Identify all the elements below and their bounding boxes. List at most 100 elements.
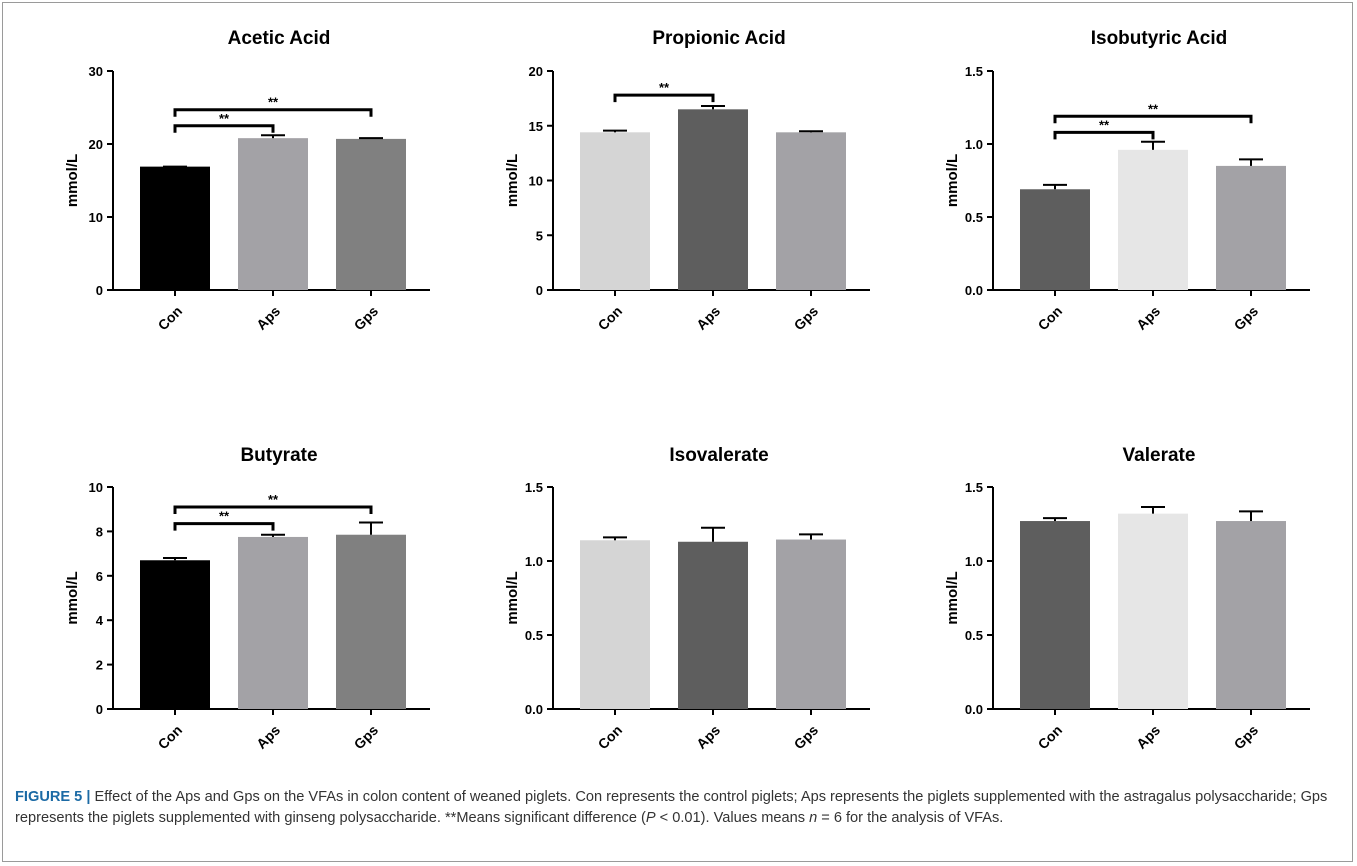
caption-text-3: = 6 for the analysis of VFAs. xyxy=(817,810,1004,826)
chart-svg: Propionic Acid mmol/L 0 5 10 15 20 Con Aps Gps ** xyxy=(504,28,870,334)
y-tick-label: 1.5 xyxy=(525,480,543,495)
y-tick-label: 0.5 xyxy=(965,628,983,643)
x-tick-label: Con xyxy=(155,722,186,753)
bar xyxy=(1216,521,1286,709)
x-tick-label: Gps xyxy=(351,303,382,334)
x-tick-label: Aps xyxy=(253,722,283,752)
caption-n-symbol: n xyxy=(809,810,818,826)
significance-bracket xyxy=(173,522,275,531)
chart-title: Butyrate xyxy=(240,445,317,466)
y-tick-label: 0 xyxy=(96,702,103,717)
panel-butyrate: Butyrate mmol/L 0 2 4 6 8 10 Con Aps Gps ** ** xyxy=(3,421,443,781)
significance-label: ** xyxy=(268,492,279,507)
significance-bracket xyxy=(173,124,275,133)
chart-svg: Isobutyric Acid mmol/L 0.0 0.5 1.0 1.5 Con Aps G… xyxy=(944,28,1310,334)
x-tick-label: Aps xyxy=(1133,722,1163,752)
y-tick-label: 10 xyxy=(89,480,103,495)
y-tick-label: 1.0 xyxy=(525,554,543,569)
caption-text-2: < 0.01). Values means xyxy=(655,810,810,826)
chart-svg: Butyrate mmol/L 0 2 4 6 8 10 Con Aps Gps ** ** xyxy=(64,445,430,753)
y-axis-label: mmol/L xyxy=(944,571,961,624)
significance-bracket xyxy=(1053,114,1253,124)
bar xyxy=(336,534,406,709)
y-tick-label: 10 xyxy=(89,210,103,225)
bar xyxy=(678,541,748,709)
bar xyxy=(1020,189,1090,290)
bar xyxy=(140,166,210,290)
bar xyxy=(238,536,308,709)
significance-bracket xyxy=(1053,130,1155,140)
y-axis-label: mmol/L xyxy=(64,154,81,207)
caption-text-1: Effect of the Aps and Gps on the VFAs in… xyxy=(15,789,1328,826)
significance-bracket xyxy=(173,108,373,117)
panel-propionic-acid: Propionic Acid mmol/L 0 5 10 15 20 Con Aps Gps ** xyxy=(443,3,883,378)
panel-isovalerate: Isovalerate mmol/L 0.0 0.5 1.0 1.5 Con Aps Gps xyxy=(443,421,883,781)
y-tick-label: 1.0 xyxy=(965,137,983,152)
y-tick-label: 1.5 xyxy=(965,64,983,79)
chart-svg: Acetic Acid mmol/L 0 10 20 30 Con Aps Gps ** ** xyxy=(64,28,430,334)
x-tick-label: Con xyxy=(595,722,626,753)
figure-label: FIGURE 5 | xyxy=(15,789,91,805)
y-tick-label: 20 xyxy=(529,64,543,79)
y-tick-label: 0.0 xyxy=(525,702,543,717)
significance-label: ** xyxy=(1148,101,1159,116)
bar xyxy=(1118,513,1188,709)
caption-p-symbol: P xyxy=(645,810,656,826)
chart-title: Isobutyric Acid xyxy=(1091,28,1228,49)
x-tick-label: Con xyxy=(595,303,626,334)
bar xyxy=(1020,521,1090,709)
y-tick-label: 0.5 xyxy=(525,628,543,643)
x-tick-label: Con xyxy=(1035,722,1066,753)
y-axis-label: mmol/L xyxy=(64,571,81,624)
chart-title: Propionic Acid xyxy=(652,28,785,49)
bar xyxy=(140,560,210,709)
panel-valerate: Valerate mmol/L 0.0 0.5 1.0 1.5 Con Aps Gps xyxy=(883,421,1323,781)
y-tick-label: 20 xyxy=(89,137,103,152)
x-tick-label: Aps xyxy=(1133,303,1163,333)
x-tick-label: Aps xyxy=(693,303,723,333)
chart-title: Valerate xyxy=(1123,445,1196,466)
bar xyxy=(1118,149,1188,290)
x-tick-label: Con xyxy=(1035,303,1066,334)
figure-caption: FIGURE 5 | Effect of the Aps and Gps on … xyxy=(15,787,1345,829)
significance-label: ** xyxy=(1099,117,1110,132)
significance-label: ** xyxy=(219,509,230,524)
y-tick-label: 2 xyxy=(96,658,103,673)
x-tick-label: Gps xyxy=(791,303,822,334)
significance-bracket xyxy=(173,505,373,514)
y-tick-label: 4 xyxy=(96,613,104,628)
panel-acetic-acid: Acetic Acid mmol/L 0 10 20 30 Con Aps Gps ** ** xyxy=(3,3,443,378)
bar xyxy=(336,138,406,290)
y-axis-label: mmol/L xyxy=(504,154,521,207)
y-tick-label: 5 xyxy=(536,228,543,243)
bar xyxy=(776,539,846,709)
significance-label: ** xyxy=(659,80,670,95)
bar xyxy=(678,109,748,290)
y-tick-label: 6 xyxy=(96,569,103,584)
bar xyxy=(580,132,650,290)
chart-svg: Isovalerate mmol/L 0.0 0.5 1.0 1.5 Con Aps Gps xyxy=(504,445,870,753)
y-tick-label: 0.0 xyxy=(965,702,983,717)
y-tick-label: 1.5 xyxy=(965,480,983,495)
bar xyxy=(580,540,650,709)
panel-isobutyric-acid: Isobutyric Acid mmol/L 0.0 0.5 1.0 1.5 Con Aps G… xyxy=(883,3,1323,378)
x-tick-label: Gps xyxy=(1231,303,1262,334)
bar xyxy=(1216,165,1286,290)
significance-label: ** xyxy=(219,111,230,126)
y-tick-label: 1.0 xyxy=(965,554,983,569)
y-tick-label: 0 xyxy=(96,283,103,298)
y-tick-label: 0 xyxy=(536,283,543,298)
bar xyxy=(238,138,308,290)
chart-title: Isovalerate xyxy=(669,445,768,466)
x-tick-label: Gps xyxy=(1231,722,1262,753)
y-tick-label: 0.0 xyxy=(965,283,983,298)
x-tick-label: Gps xyxy=(351,722,382,753)
chart-svg: Valerate mmol/L 0.0 0.5 1.0 1.5 Con Aps Gps xyxy=(944,445,1310,753)
significance-label: ** xyxy=(268,95,279,110)
y-axis-label: mmol/L xyxy=(944,154,961,207)
bar xyxy=(776,132,846,290)
y-tick-label: 10 xyxy=(529,174,543,189)
y-tick-label: 15 xyxy=(529,119,543,134)
y-axis-label: mmol/L xyxy=(504,571,521,624)
